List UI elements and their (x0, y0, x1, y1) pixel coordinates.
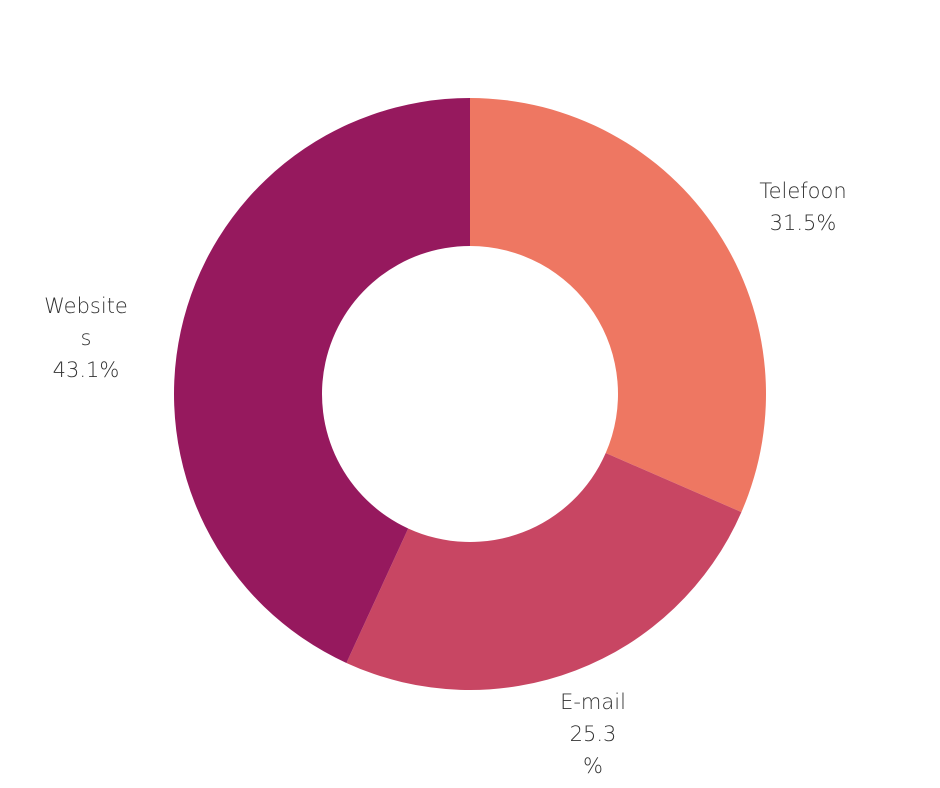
slice-websites (174, 98, 471, 663)
slice-labels: Telefoon 31.5% E-mail 25.3 % Website s 43.1% (44, 179, 847, 778)
slice-label-telefoon: Telefoon 31.5% (759, 179, 846, 235)
slice-e-mail (346, 453, 742, 690)
slice-telefoon (470, 98, 766, 513)
slice-label-e-mail: E-mail 25.3% (560, 690, 626, 778)
slice-label-websites: Website s 43.1% (44, 294, 128, 382)
slices (174, 98, 766, 690)
